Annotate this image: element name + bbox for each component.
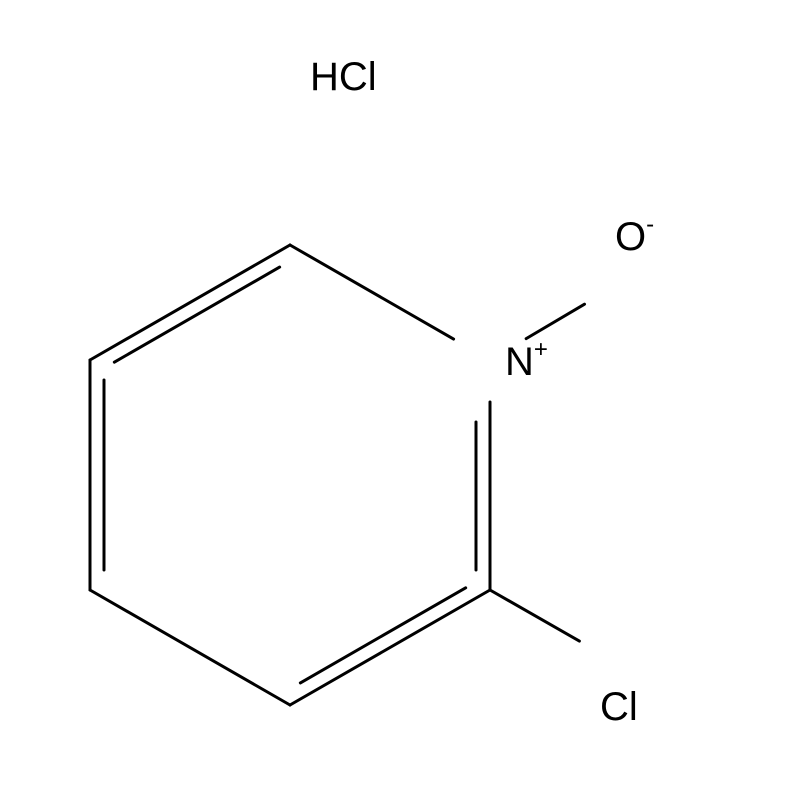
atom-label-hcl: HCl — [310, 55, 377, 99]
atom-label-ominus: O- — [615, 211, 654, 259]
atom-label-nplus: N+ — [505, 336, 548, 384]
atom-label-cl: Cl — [600, 685, 638, 729]
molecule-canvas: N+ O- Cl HCl — [0, 0, 800, 800]
